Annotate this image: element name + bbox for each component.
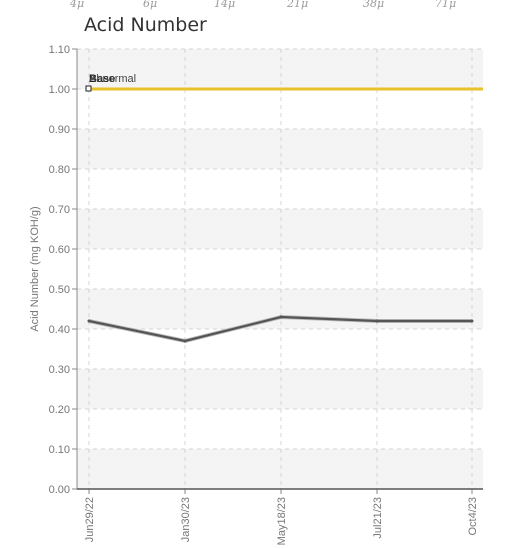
data-point xyxy=(375,319,379,323)
top-axis-label: 21μ xyxy=(287,0,309,10)
top-axis-label: 4μ xyxy=(70,0,85,10)
top-axis-label: 14μ xyxy=(214,0,236,10)
y-tick-label: 1.10 xyxy=(49,44,70,56)
grid-band xyxy=(77,129,483,169)
y-tick-label: 0.20 xyxy=(49,404,70,416)
x-tick-label: Jan30/23 xyxy=(180,497,192,542)
y-tick-label: 1.00 xyxy=(49,84,70,96)
y-tick-label: 0.70 xyxy=(49,204,70,216)
y-tick-label: 0.40 xyxy=(49,324,70,336)
grid-band xyxy=(77,369,483,409)
y-tick-label: 0.30 xyxy=(49,364,70,376)
y-tick-label: 0.90 xyxy=(49,124,70,136)
y-tick-label: 0.60 xyxy=(49,244,70,256)
top-axis: 4μ 6μ 14μ 21μ 38μ 71μ xyxy=(0,0,508,14)
y-tick-label: 0.10 xyxy=(49,444,70,456)
x-tick-label: Jul21/23 xyxy=(372,497,384,539)
y-tick-label: 0.50 xyxy=(49,284,70,296)
y-tick-label: 0.80 xyxy=(49,164,70,176)
y-axis-label: Acid Number (mg KOH/g) xyxy=(29,206,41,331)
data-point xyxy=(279,315,283,319)
grid-band xyxy=(77,49,483,89)
grid-band xyxy=(77,209,483,249)
top-axis-label: 71μ xyxy=(435,0,457,10)
grid-band xyxy=(77,449,483,489)
top-axis-label: 38μ xyxy=(363,0,385,10)
reference-annotation: Base xyxy=(89,73,115,85)
y-tick-label: 0.00 xyxy=(49,484,70,496)
x-tick-label: Oct4/23 xyxy=(467,497,479,536)
reference-marker xyxy=(85,85,92,92)
top-axis-label: 6μ xyxy=(143,0,158,10)
data-point xyxy=(183,339,187,343)
data-point xyxy=(470,319,474,323)
x-tick-label: May18/23 xyxy=(276,497,288,545)
x-tick-label: Jun29/22 xyxy=(84,497,96,542)
reference-annotation: Abnormal xyxy=(89,73,136,85)
chart-title: Acid Number xyxy=(84,14,207,36)
data-point xyxy=(87,319,91,323)
